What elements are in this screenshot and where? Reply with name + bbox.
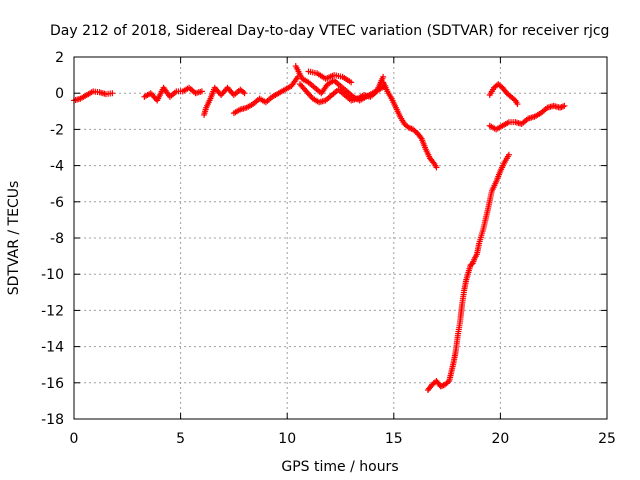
y-tick-label: -4: [50, 159, 64, 175]
y-tick-label: 0: [55, 86, 64, 102]
data-point: [417, 134, 424, 141]
data-point: [514, 101, 521, 108]
data-point: [430, 159, 437, 166]
y-tick-label: -6: [50, 195, 64, 211]
data-point: [241, 90, 248, 97]
x-tick-label: 25: [598, 431, 616, 447]
data-point: [433, 164, 440, 171]
data-point: [380, 73, 387, 80]
y-tick-label: -10: [41, 267, 64, 283]
x-axis-label: GPS time / hours: [281, 459, 398, 475]
data-point: [559, 103, 566, 110]
chart-title: Day 212 of 2018, Sidereal Day-to-day VTE…: [50, 23, 609, 39]
data-point: [109, 90, 116, 97]
x-tick-label: 20: [491, 431, 509, 447]
data-point: [348, 79, 355, 86]
x-tick-label: 10: [278, 431, 296, 447]
y-tick-label: -8: [50, 231, 64, 247]
data-point: [198, 88, 205, 95]
data-markers: [71, 63, 568, 394]
y-tick-label: -18: [41, 412, 64, 428]
y-tick-label: -2: [50, 122, 64, 138]
y-tick-label: -14: [41, 340, 64, 356]
y-axis-label: SDTVAR / TECUs: [6, 181, 22, 296]
x-tick-label: 5: [176, 431, 185, 447]
data-point: [558, 104, 565, 111]
data-point: [505, 151, 512, 158]
x-tick-label: 0: [70, 431, 79, 447]
grid: [74, 57, 607, 419]
data-point: [561, 102, 568, 109]
y-tick-label: 2: [55, 50, 64, 66]
y-tick-label: -12: [41, 303, 64, 319]
plot-frame: [73, 56, 608, 420]
x-tick-label: 15: [385, 431, 403, 447]
y-tick-label: -16: [41, 376, 64, 392]
